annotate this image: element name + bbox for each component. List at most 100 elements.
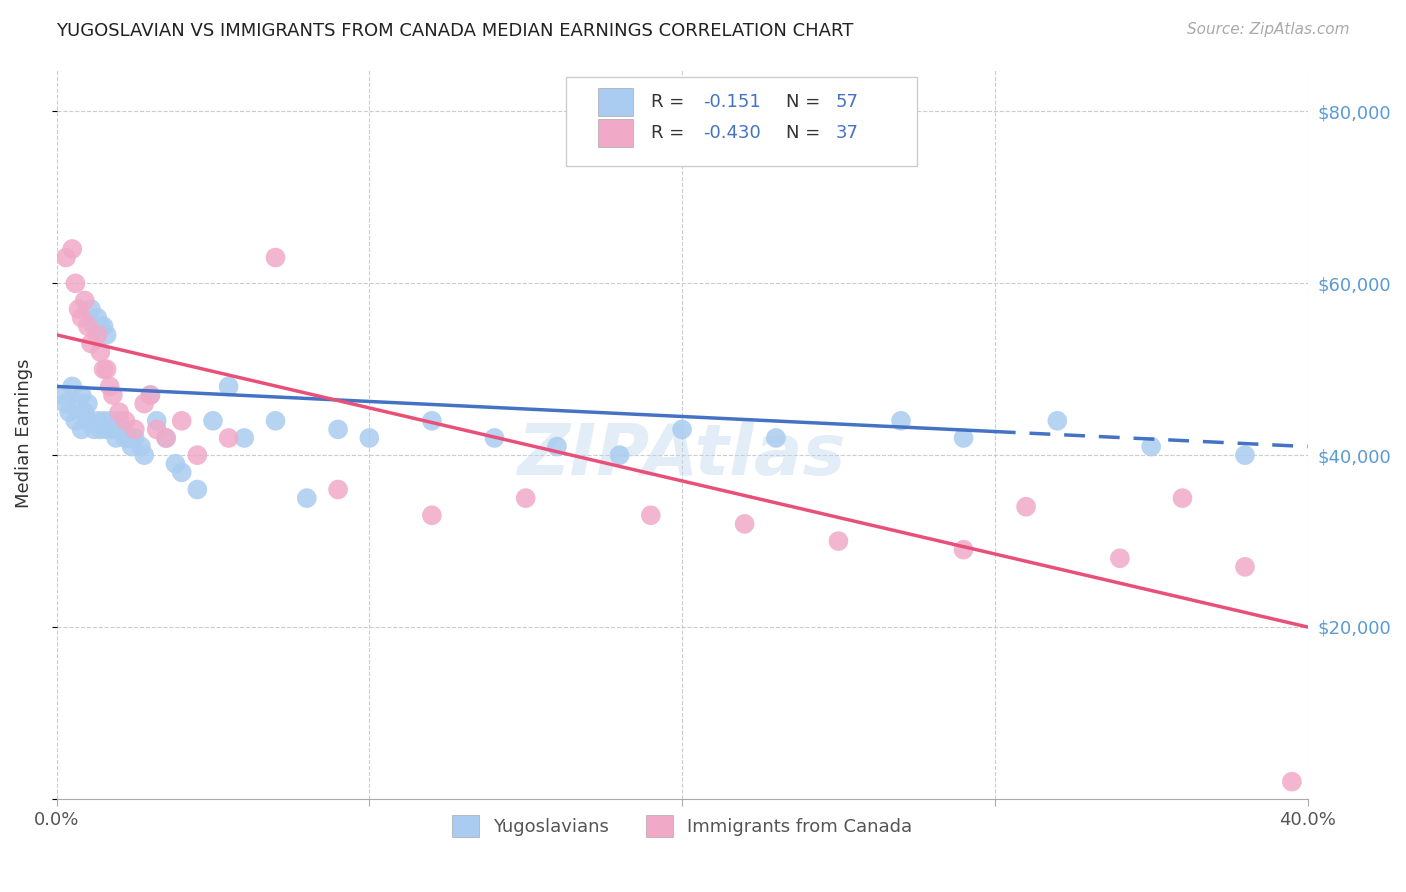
Point	[108, 405, 131, 419]
Point	[70, 310, 93, 325]
Point	[77, 414, 100, 428]
Point	[96, 327, 118, 342]
Point	[1233, 559, 1256, 574]
Point	[1171, 491, 1194, 505]
Point	[89, 319, 111, 334]
Point	[60, 242, 83, 256]
Point	[108, 414, 131, 428]
Point	[359, 431, 381, 445]
Point	[86, 310, 108, 325]
Point	[101, 422, 124, 436]
Point	[73, 405, 96, 419]
Point	[952, 542, 974, 557]
Point	[145, 414, 167, 428]
Point	[80, 302, 103, 317]
Point	[60, 379, 83, 393]
Point	[83, 422, 105, 436]
Point	[111, 422, 134, 436]
Point	[264, 251, 287, 265]
Point	[93, 362, 115, 376]
Point	[233, 431, 256, 445]
Legend: Yugoslavians, Immigrants from Canada: Yugoslavians, Immigrants from Canada	[444, 808, 920, 845]
Point	[165, 457, 187, 471]
Point	[155, 431, 177, 445]
Point	[124, 422, 146, 436]
Point	[93, 414, 115, 428]
Point	[98, 379, 121, 393]
Point	[326, 483, 349, 497]
Text: Source: ZipAtlas.com: Source: ZipAtlas.com	[1187, 22, 1350, 37]
Point	[1281, 774, 1303, 789]
Text: R =: R =	[651, 93, 690, 112]
Text: N =: N =	[786, 93, 825, 112]
Point	[264, 414, 287, 428]
Point	[52, 388, 75, 402]
Point	[218, 379, 240, 393]
Point	[89, 345, 111, 359]
Y-axis label: Median Earnings: Median Earnings	[15, 359, 32, 508]
Point	[55, 251, 77, 265]
Point	[139, 388, 162, 402]
Text: N =: N =	[786, 124, 825, 142]
Point	[65, 277, 87, 291]
FancyBboxPatch shape	[599, 119, 633, 146]
Point	[65, 414, 87, 428]
Point	[134, 448, 156, 462]
Point	[77, 396, 100, 410]
Point	[515, 491, 537, 505]
FancyBboxPatch shape	[565, 78, 917, 166]
Point	[86, 327, 108, 342]
Point	[295, 491, 318, 505]
Text: -0.430: -0.430	[703, 124, 761, 142]
Point	[201, 414, 224, 428]
Point	[484, 431, 506, 445]
Point	[155, 431, 177, 445]
Point	[671, 422, 693, 436]
Point	[1233, 448, 1256, 462]
Text: ZIPAtlas: ZIPAtlas	[517, 421, 846, 490]
Point	[952, 431, 974, 445]
Point	[83, 319, 105, 334]
Point	[765, 431, 787, 445]
Point	[139, 388, 162, 402]
Point	[114, 414, 136, 428]
Point	[1140, 440, 1163, 454]
Point	[93, 319, 115, 334]
Point	[101, 388, 124, 402]
Point	[129, 440, 152, 454]
Point	[117, 431, 139, 445]
Point	[96, 422, 118, 436]
Point	[1015, 500, 1038, 514]
Text: YUGOSLAVIAN VS IMMIGRANTS FROM CANADA MEDIAN EARNINGS CORRELATION CHART: YUGOSLAVIAN VS IMMIGRANTS FROM CANADA ME…	[56, 22, 853, 40]
Point	[55, 396, 77, 410]
Point	[73, 293, 96, 308]
Point	[170, 414, 193, 428]
Point	[420, 508, 443, 523]
Point	[890, 414, 912, 428]
Point	[70, 422, 93, 436]
Text: R =: R =	[651, 124, 690, 142]
Point	[186, 448, 208, 462]
Point	[326, 422, 349, 436]
Point	[58, 405, 80, 419]
Point	[67, 396, 90, 410]
Point	[1109, 551, 1132, 566]
Point	[1046, 414, 1069, 428]
Point	[89, 422, 111, 436]
Point	[827, 534, 849, 549]
Point	[145, 422, 167, 436]
Point	[186, 483, 208, 497]
Point	[86, 414, 108, 428]
Point	[105, 431, 128, 445]
FancyBboxPatch shape	[599, 88, 633, 116]
Point	[734, 516, 756, 531]
Point	[170, 466, 193, 480]
Point	[121, 440, 143, 454]
Point	[114, 431, 136, 445]
Text: -0.151: -0.151	[703, 93, 761, 112]
Text: 57: 57	[837, 93, 859, 112]
Point	[134, 396, 156, 410]
Text: 37: 37	[837, 124, 859, 142]
Point	[67, 302, 90, 317]
Point	[640, 508, 662, 523]
